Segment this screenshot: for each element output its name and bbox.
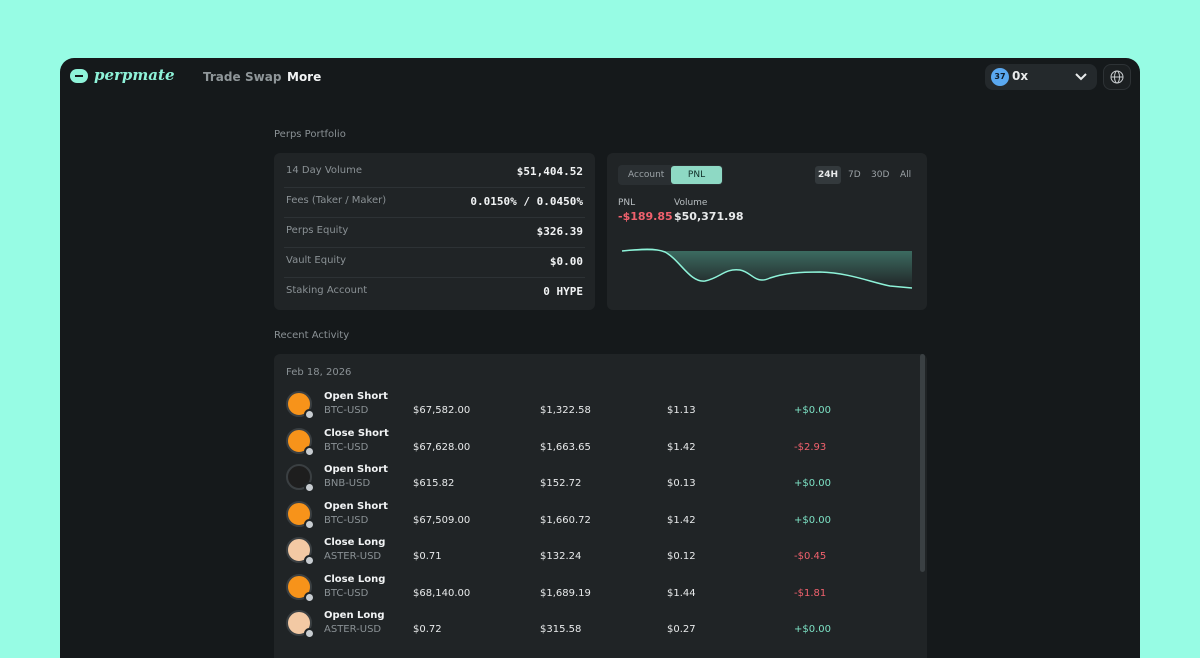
cell: $0.71 <box>413 551 442 562</box>
cell: +$0.00 <box>794 405 832 416</box>
language-button[interactable] <box>1103 64 1131 90</box>
market: ASTER-USD <box>324 551 382 562</box>
row-value: $51,404.52 <box>516 165 583 178</box>
cell: $68,140.00 <box>413 587 471 599</box>
cell: $1,660.72 <box>540 514 591 526</box>
cell: +$0.00 <box>794 478 832 489</box>
cell: $67,509.00 <box>413 514 471 526</box>
market: BTC-USD <box>324 587 369 599</box>
cell: $1.42 <box>667 441 696 453</box>
wallet-button[interactable]: 37 0x <box>985 64 1097 90</box>
action: Open Short <box>324 391 388 402</box>
range[interactable]: 30D <box>871 170 890 180</box>
market: BTC-USD <box>324 441 369 453</box>
row-separator <box>284 277 585 278</box>
pnl-sparkline <box>621 248 913 289</box>
brand[interactable]: perpmate <box>94 66 175 84</box>
cell: $0.13 <box>667 478 696 489</box>
cell: +$0.00 <box>794 514 832 526</box>
cell: $1.13 <box>667 405 696 416</box>
row-value: 0.0150% / 0.0450% <box>470 195 583 208</box>
row-label: Staking Account <box>286 285 368 296</box>
row-label: 14 Day Volume <box>286 165 363 176</box>
cell: $1.44 <box>667 587 696 599</box>
chevron <box>1075 73 1087 81</box>
action: Open Short <box>324 500 388 512</box>
stat-value: -$189.85 <box>618 210 673 223</box>
cell: $1,689.19 <box>540 587 591 599</box>
cell: $152.72 <box>540 478 582 489</box>
cell: $0.12 <box>667 551 696 562</box>
cell: -$1.81 <box>794 587 827 599</box>
stat-label: Volume <box>674 198 708 208</box>
cell: $67,582.00 <box>413 405 471 416</box>
market: BNB-USD <box>324 478 371 489</box>
row-separator <box>284 187 585 188</box>
action: Open Long <box>324 610 385 621</box>
tab-active[interactable]: PNL <box>671 166 722 184</box>
row-separator <box>284 217 585 218</box>
chain-badge <box>304 591 315 603</box>
cell: -$0.45 <box>794 551 827 562</box>
section-title: Perps Portfolio <box>274 129 346 140</box>
token-icon <box>286 573 315 603</box>
nav-link[interactable]: Trade <box>203 70 241 84</box>
stat-value: $50,371.98 <box>674 210 744 223</box>
row-label: Fees (Taker / Maker) <box>286 195 387 206</box>
token-icon <box>286 537 315 566</box>
nav-link[interactable]: More <box>287 70 322 84</box>
cell: $132.24 <box>540 551 582 562</box>
token-icon <box>286 391 315 420</box>
chain-badge <box>304 409 315 420</box>
nav-link[interactable]: Swap <box>245 70 282 84</box>
cell: $615.82 <box>413 478 455 489</box>
token-icon <box>286 500 315 530</box>
wallet-badge: 37 <box>991 68 1009 86</box>
range[interactable]: 7D <box>848 170 861 180</box>
row-value: 0 HYPE <box>543 285 583 298</box>
globe-icon <box>1110 70 1124 84</box>
range-active[interactable]: 24H <box>815 166 841 184</box>
app-frame: perpmate Trade Swap More 37 0x Perps Por… <box>60 58 1140 658</box>
date-header: Feb 18, 2026 <box>286 367 352 378</box>
market: BTC-USD <box>324 514 369 526</box>
scrollbar <box>920 354 925 572</box>
cell: -$2.93 <box>794 441 827 453</box>
tab[interactable]: Account <box>628 170 665 180</box>
row-label: Vault Equity <box>286 255 347 266</box>
token-icon <box>286 427 315 457</box>
row-value: $0.00 <box>549 255 583 268</box>
page: perpmate Trade Swap More 37 0x Perps Por… <box>60 58 1140 658</box>
cell: $67,628.00 <box>413 441 471 453</box>
cell: $1,663.65 <box>540 441 591 453</box>
token-icon <box>286 610 315 639</box>
action: Close Long <box>324 573 386 585</box>
action: Open Short <box>324 464 388 475</box>
chain-badge <box>304 482 315 493</box>
logo-icon <box>70 69 88 83</box>
cell: $1,322.58 <box>540 405 591 416</box>
pnl-card: Account PNL 24H 7D 30D All PNL -$189.85 … <box>607 153 927 310</box>
range[interactable]: All <box>900 170 912 180</box>
token-icon <box>286 464 315 493</box>
tab-group: Account PNL <box>618 165 723 185</box>
chain-badge <box>304 445 315 457</box>
cell: $1.42 <box>667 514 696 526</box>
action: Close Long <box>324 537 386 548</box>
chain-badge <box>304 555 315 566</box>
row-label: Perps Equity <box>286 225 349 236</box>
section-title: Recent Activity <box>274 330 350 341</box>
market: BTC-USD <box>324 405 369 416</box>
chain-badge <box>304 518 315 530</box>
row-value: $326.39 <box>536 225 583 238</box>
activity-card: Feb 18, 2026 Open Short BTC-USD $67,582.00… <box>274 354 927 658</box>
action: Close Short <box>324 427 389 439</box>
wallet-address: 0x <box>1012 69 1029 83</box>
stat-label: PNL <box>618 198 636 208</box>
row-separator <box>284 247 585 248</box>
portfolio-card: 14 Day Volume $51,404.52 Fees (Taker / Mak… <box>274 153 595 310</box>
